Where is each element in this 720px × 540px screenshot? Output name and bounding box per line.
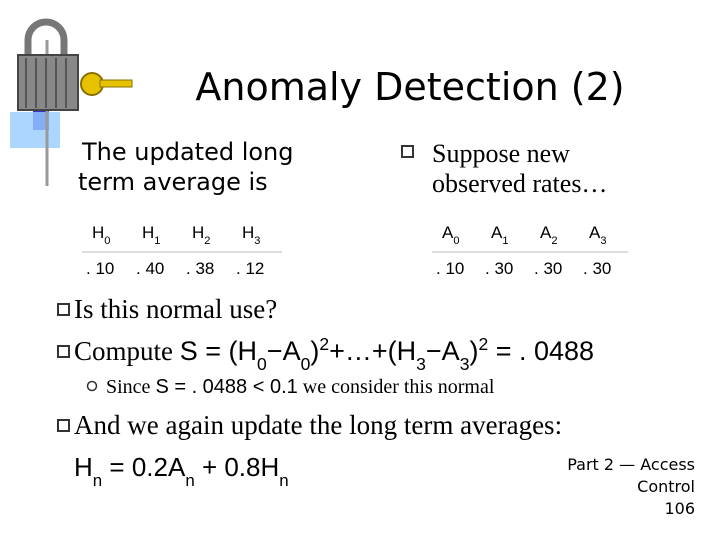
table-cell: . 10: [436, 259, 464, 278]
text-run: 3: [600, 235, 606, 247]
text-run: 0: [453, 235, 459, 247]
table-header: A2: [540, 223, 558, 247]
table-cell: . 30: [583, 259, 611, 278]
sub-bullet-text: Since S = . 0488 < 0.1 we consider this …: [106, 376, 495, 398]
text-run: 2: [204, 235, 210, 247]
text-run: ): [469, 336, 478, 366]
table-header: H3: [242, 223, 260, 247]
table-cell: . 40: [136, 259, 164, 278]
table-header: A0: [442, 223, 460, 247]
text-run: 1: [502, 235, 508, 247]
text-run: +…+(H: [329, 336, 416, 366]
formula: Hn = 0.2An + 0.8Hn: [74, 452, 289, 490]
lock-icon: [17, 18, 133, 111]
text-run: = . 0488: [488, 336, 594, 366]
text-run: H: [142, 223, 154, 242]
text-run: 2: [319, 334, 329, 354]
bullet-text: And we again update the long term averag…: [74, 410, 562, 440]
text-run: And we again update the long term averag…: [74, 410, 562, 440]
left-heading: term average is: [78, 168, 268, 196]
bullet-icon: [57, 345, 70, 358]
text-run: 0: [301, 354, 311, 374]
text-run: H: [242, 223, 254, 242]
text-run: 0: [257, 354, 267, 374]
text-run: ): [310, 336, 319, 366]
bullet-text: Is this normal use?: [74, 294, 277, 324]
text-run: 2: [478, 334, 488, 354]
text-run: S = (H: [180, 336, 257, 366]
table-header: H0: [92, 223, 110, 247]
text-run: we consider this normal: [298, 376, 495, 398]
footer: Control: [637, 477, 695, 496]
text-run: H: [92, 223, 104, 242]
table-cell: . 30: [485, 259, 513, 278]
table-cell: . 10: [86, 259, 114, 278]
text-run: 3: [254, 235, 260, 247]
text-run: = 0.2A: [102, 452, 186, 482]
table-cell: . 12: [236, 259, 264, 278]
text-run: n: [93, 471, 102, 490]
text-run: Since: [106, 376, 155, 398]
table-header: A3: [589, 223, 607, 247]
text-run: −A: [426, 336, 460, 366]
footer: 106: [664, 499, 695, 518]
bullet-icon: [401, 145, 414, 158]
text-run: Is this normal use?: [74, 294, 277, 324]
text-run: A: [589, 223, 601, 242]
table-header: H2: [192, 223, 210, 247]
slide-title: Anomaly Detection (2): [195, 65, 624, 109]
text-run: n: [185, 471, 194, 490]
footer: Part 2 — Access: [567, 455, 695, 474]
table-header: A1: [491, 223, 509, 247]
text-run: 2: [551, 235, 557, 247]
text-run: n: [279, 471, 288, 490]
text-run: S = . 0488 < 0.1: [155, 376, 297, 398]
table-cell: . 30: [534, 259, 562, 278]
text-run: 3: [416, 354, 426, 374]
right-heading: Suppose new: [432, 139, 570, 168]
bullet-text: Compute S = (H0−A0)2+…+(H3−A3)2 = . 0488: [74, 334, 594, 374]
text-run: 3: [460, 354, 470, 374]
sub-bullet-icon: [86, 380, 98, 392]
text-run: −A: [267, 336, 301, 366]
text-run: A: [491, 223, 503, 242]
text-run: H: [74, 452, 93, 482]
right-heading: observed rates…: [432, 169, 607, 198]
table-header: H1: [142, 223, 160, 247]
text-run: 1: [154, 235, 160, 247]
text-run: H: [192, 223, 204, 242]
left-heading: The updated long: [81, 138, 294, 166]
text-run: A: [442, 223, 454, 242]
text-run: 0: [104, 235, 110, 247]
text-run: A: [540, 223, 552, 242]
bullet-icon: [57, 303, 70, 316]
table-cell: . 38: [186, 259, 214, 278]
deco-square: [10, 112, 60, 148]
text-run: Compute: [74, 336, 180, 366]
bullet-icon: [57, 419, 70, 432]
text-run: + 0.8H: [195, 452, 280, 482]
